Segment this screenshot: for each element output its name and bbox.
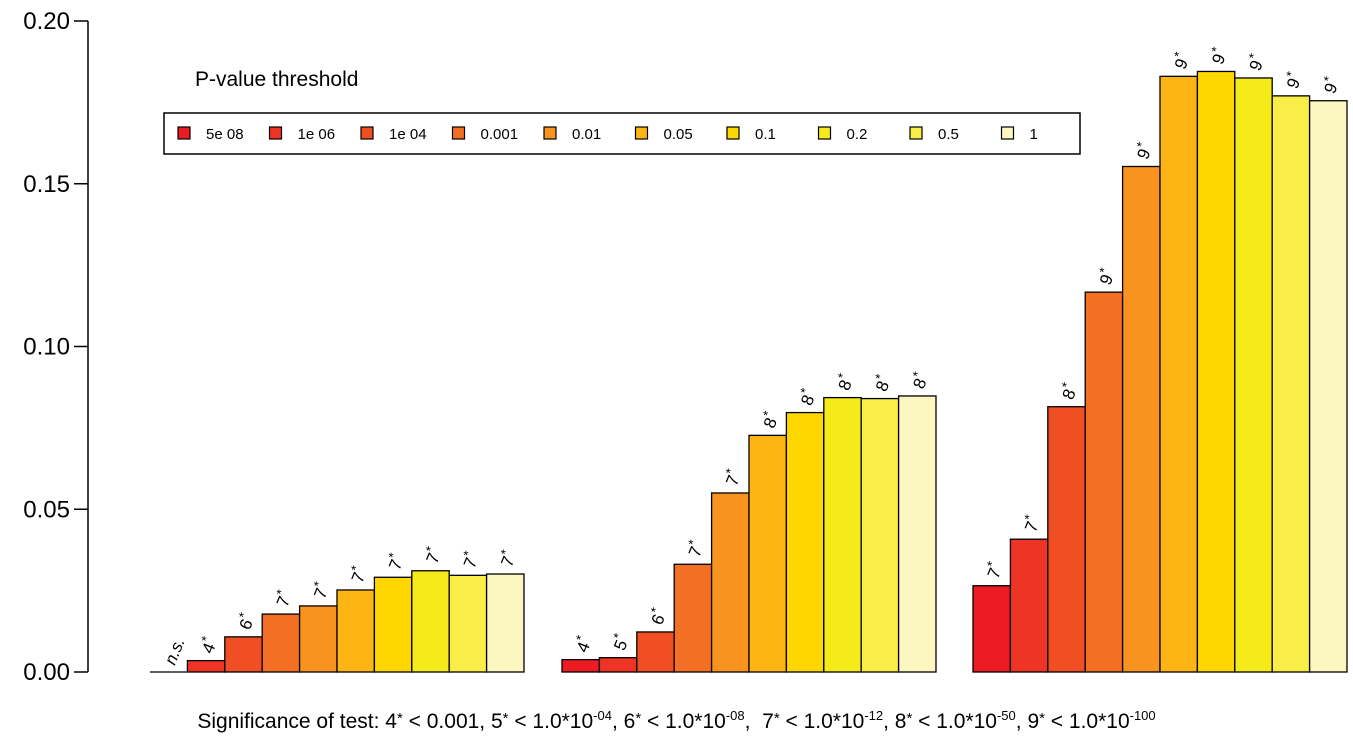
legend-label: 1e 06 (298, 126, 336, 143)
legend-swatch (360, 126, 374, 140)
bar-label: 7* (419, 544, 446, 566)
bar-label: 7* (381, 551, 408, 573)
bar (860, 397, 900, 673)
legend-label: 1 (1030, 126, 1038, 143)
y-tick-label: 0.20 (23, 8, 70, 35)
legend-label: 0.5 (938, 126, 959, 143)
bar-label: n.s. (161, 635, 189, 668)
bar (710, 492, 750, 673)
bar (598, 657, 638, 673)
caption-item: 6* < 1.0*10-08 (623, 708, 745, 733)
bar-label: 9* (1279, 69, 1306, 91)
legend-label: 0.2 (847, 126, 868, 143)
bar-label: 7* (980, 559, 1007, 581)
bar (448, 574, 488, 673)
legend-label: 0.001 (481, 126, 519, 143)
bar-label: 7* (494, 547, 521, 569)
bar-label: 9* (1167, 50, 1194, 72)
bar-label: 8* (756, 409, 783, 431)
y-tick-label: 0.10 (23, 334, 70, 361)
bar (1234, 77, 1273, 673)
legend-swatch (726, 126, 740, 140)
bar-label: 7* (719, 466, 746, 488)
caption-item: 5* < 1.0*10-04 (490, 708, 612, 733)
bar (1196, 70, 1236, 673)
bar (785, 411, 825, 673)
bar-label: 5* (606, 631, 633, 653)
legend: P-value threshold 5e 08 1e 06 1e 04 0.001 0.0… (163, 68, 1081, 155)
y-axis: 0.00 0.05 0.10 0.15 0.20 (23, 8, 89, 686)
bar (1084, 291, 1124, 673)
bar-label: 8* (1055, 380, 1082, 402)
bar-label: 7* (344, 563, 371, 585)
bar (897, 395, 937, 673)
significance-caption: Significance of test: 4* < 0.001, 5* < 1… (197, 708, 1156, 733)
bar (636, 631, 675, 673)
bar (673, 563, 713, 673)
legend-label: 0.05 (664, 126, 693, 143)
bar (485, 573, 525, 673)
bars (150, 70, 1348, 673)
bar-label: 4* (194, 634, 221, 656)
bar-label: 8* (831, 371, 858, 393)
caption-prefix: Significance of test: (197, 710, 386, 733)
bar (748, 434, 788, 673)
legend-swatch (177, 126, 191, 140)
bar (1159, 75, 1199, 673)
legend-label: 1e 04 (389, 126, 427, 143)
bar-label: 6* (644, 605, 671, 627)
bar-label: 6* (232, 610, 259, 632)
caption-item: 9* < 1.0*10-100 (1027, 708, 1156, 733)
legend-label: 0.01 (572, 126, 601, 143)
bar-label: 9* (1204, 45, 1231, 67)
bar-label: 9* (1242, 51, 1269, 73)
bar-label: 7* (1017, 513, 1044, 535)
bar (1271, 95, 1311, 673)
y-tick-label: 0.15 (23, 171, 70, 198)
bar-label: 7* (681, 538, 708, 560)
bar-label: 9* (1130, 140, 1157, 162)
bar-label: 8* (906, 369, 933, 391)
bar-label: 8* (868, 372, 895, 394)
bar (261, 613, 301, 673)
caption-item: 7* < 1.0*10-12 (762, 708, 884, 733)
legend-swatch (1000, 126, 1015, 140)
legend-label: 0.1 (755, 126, 776, 143)
bar (373, 576, 413, 673)
legend-swatch (451, 126, 466, 140)
bar-label: 4* (569, 633, 596, 655)
caption-item: 4* < 0.001 (385, 710, 480, 733)
bar (411, 570, 450, 673)
legend-box (163, 112, 1081, 155)
bar (1009, 538, 1049, 673)
bar (186, 659, 226, 673)
y-tick-label: 0.00 (23, 659, 70, 686)
bar (298, 605, 338, 673)
legend-swatch (817, 126, 832, 140)
y-tick-label: 0.05 (23, 496, 70, 523)
legend-title: P-value threshold (195, 68, 358, 91)
bar (336, 589, 376, 673)
bar (224, 636, 263, 673)
bar (972, 585, 1012, 673)
bar (561, 658, 601, 673)
legend-swatch (543, 126, 557, 140)
bar-label: 7* (269, 587, 296, 609)
legend-label: 5e 08 (206, 126, 244, 143)
bar-label: 7* (456, 549, 483, 571)
bar-label: 9* (1317, 74, 1344, 96)
bar-label: 9* (1092, 266, 1119, 288)
bar (1121, 165, 1161, 673)
bar (823, 396, 862, 673)
bar-label: 8* (793, 386, 820, 408)
legend-swatch (634, 126, 649, 140)
bar-label: 7* (307, 579, 334, 601)
legend-swatch (909, 126, 923, 140)
caption-item: 8* < 1.0*10-50 (894, 708, 1016, 733)
bar (1308, 100, 1348, 673)
bar (1047, 406, 1086, 673)
legend-swatch (268, 126, 283, 140)
